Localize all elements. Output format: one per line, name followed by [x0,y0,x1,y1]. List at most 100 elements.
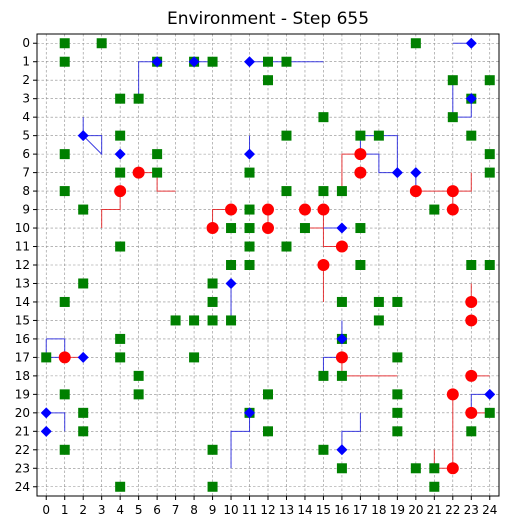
x-tick-label: 4 [116,503,124,517]
obstacle-square [263,426,273,437]
y-tick-label: 18 [15,369,30,383]
obstacle-square [466,130,477,141]
red-agent-circle [446,203,459,216]
y-tick-label: 5 [22,129,30,143]
red-agent-circle [335,351,348,364]
red-agent-circle [58,351,71,364]
obstacle-square [59,149,70,160]
y-tick-label: 17 [15,350,30,364]
y-tick-label: 13 [15,276,30,290]
blue-agent-trail [470,393,490,413]
obstacle-square [152,149,163,160]
obstacle-square [59,296,70,307]
x-tick-label: 18 [371,503,386,517]
red-agent-circle [317,259,330,271]
obstacle-square [244,241,255,252]
obstacle-square [336,296,347,307]
obstacle-square [244,260,255,270]
x-tick-label: 17 [353,503,368,517]
chart-title: Environment - Step 655 [167,9,369,29]
obstacle-square [207,278,218,289]
blue-agent-diamond [114,148,126,160]
x-tick-label: 13 [279,503,294,517]
red-agent-trail [322,228,342,248]
obstacle-square [207,296,218,307]
obstacle-square [429,204,440,215]
y-tick-label: 12 [15,258,30,272]
obstacle-square [78,407,89,418]
obstacle-square [133,93,144,104]
obstacle-square [484,167,495,178]
x-tick-label: 15 [316,503,331,517]
obstacle-square [281,56,292,67]
obstacle-square [318,186,329,197]
obstacle-square [244,204,255,215]
obstacle-square [355,130,366,141]
obstacle-square [115,481,126,492]
obstacle-square [429,481,440,492]
blue-agent-trail [322,356,342,376]
obstacle-square [336,186,347,197]
red-agent-trail [212,209,232,229]
obstacle-square [336,463,347,474]
red-agent-circle [206,222,219,235]
x-tick-label: 11 [242,503,257,517]
red-agent-trail [101,191,121,229]
red-agent-circle [132,166,145,179]
x-tick-label: 23 [464,503,479,517]
obstacle-square [392,426,403,437]
blue-agent-diamond [40,425,52,437]
y-tick-label: 6 [22,147,30,161]
blue-agent-trail [452,80,472,118]
blue-agent-diamond [188,56,200,68]
obstacle-square [484,149,495,160]
y-tick-label: 14 [15,295,30,309]
obstacle-square [115,241,126,252]
obstacle-square [355,223,366,234]
blue-agent-diamond [465,93,477,105]
y-tick-label: 22 [15,443,30,457]
y-tick-label: 3 [22,92,30,106]
x-tick-label: 19 [390,503,405,517]
y-tick-label: 11 [15,240,30,254]
blue-agent-diamond [225,277,237,289]
obstacle-square [152,167,163,178]
obstacle-square [244,223,255,234]
blue-agent-trail [138,61,158,99]
obstacle-square [318,444,329,455]
red-agent-circle [446,462,459,475]
obstacle-square [373,315,384,326]
obstacle-square [59,38,70,49]
obstacle-square [392,352,403,363]
blue-agent-trail [82,117,103,156]
blue-agent-diamond [77,130,89,142]
obstacle-square [189,352,200,363]
obstacle-square [318,112,329,123]
obstacle-square [59,56,70,67]
obstacle-square [299,223,310,234]
x-tick-label: 12 [260,503,275,517]
obstacle-square [207,481,218,492]
red-agent-circle [225,203,238,216]
blue-agent-diamond [391,167,403,179]
obstacle-square [263,75,273,86]
blue-agent-diamond [244,148,256,160]
x-tick-label: 9 [209,503,217,517]
y-tick-label: 1 [22,55,30,69]
obstacle-square [96,38,107,49]
red-agent-circle [465,314,478,327]
obstacle-square [170,315,181,326]
red-agent-circle [262,222,274,235]
red-agent-circle [262,203,274,216]
obstacle-square [355,260,366,270]
obstacle-square [115,130,126,141]
obstacle-square [466,260,477,270]
y-tick-label: 4 [22,110,30,124]
y-tick-label: 8 [22,184,30,198]
x-tick-label: 21 [427,503,442,517]
x-tick-label: 20 [408,503,423,517]
blue-agent-diamond [40,407,52,419]
obstacle-square [133,389,144,400]
obstacle-square [373,296,384,307]
x-tick-label: 8 [190,503,198,517]
